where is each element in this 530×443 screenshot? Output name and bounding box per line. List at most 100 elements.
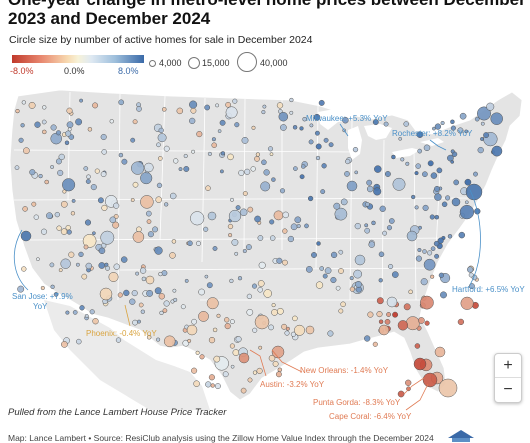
metro-circle[interactable] (273, 210, 284, 221)
metro-circle[interactable] (459, 204, 475, 220)
metro-circle[interactable] (232, 98, 238, 104)
metro-circle[interactable] (140, 195, 154, 209)
metro-circle[interactable] (140, 172, 153, 185)
metro-circle[interactable] (141, 276, 147, 282)
metro-circle[interactable] (282, 259, 288, 266)
metro-circle[interactable] (330, 276, 337, 284)
metro-circle[interactable] (450, 119, 455, 125)
metro-circle[interactable] (269, 235, 276, 241)
metro-circle[interactable] (140, 309, 145, 314)
metro-circle[interactable] (414, 343, 421, 349)
metro-circle[interactable] (420, 278, 428, 286)
metro-circle[interactable] (208, 374, 215, 381)
metro-circle[interactable] (234, 251, 239, 256)
metro-circle[interactable] (98, 247, 106, 255)
metro-circle[interactable] (434, 253, 440, 259)
metro-circle[interactable] (40, 228, 48, 235)
metro-circle[interactable] (64, 140, 70, 146)
metro-circle[interactable] (451, 197, 461, 207)
metro-circle[interactable] (433, 240, 440, 247)
metro-circle[interactable] (139, 267, 147, 274)
metro-circle[interactable] (84, 219, 92, 226)
metro-circle[interactable] (280, 124, 287, 131)
metro-circle[interactable] (157, 156, 163, 161)
metro-circle[interactable] (75, 262, 80, 267)
metro-circle[interactable] (354, 222, 361, 230)
metro-circle[interactable] (323, 137, 329, 143)
metro-circle[interactable] (216, 313, 221, 318)
metro-circle[interactable] (238, 169, 245, 176)
metro-circle[interactable] (147, 231, 154, 238)
metro-circle[interactable] (289, 97, 294, 103)
metro-circle[interactable] (305, 266, 313, 273)
metro-circle[interactable] (219, 119, 226, 126)
metro-circle[interactable] (299, 126, 304, 131)
metro-circle[interactable] (29, 169, 36, 176)
metro-circle[interactable] (423, 144, 431, 152)
metro-circle[interactable] (335, 285, 341, 291)
metro-circle[interactable] (109, 216, 117, 224)
metro-circle[interactable] (46, 212, 53, 220)
metro-circle[interactable] (294, 324, 305, 336)
metro-circle[interactable] (391, 271, 399, 278)
metro-circle[interactable] (459, 112, 467, 120)
metro-circle[interactable] (203, 226, 209, 232)
metro-circle[interactable] (324, 267, 332, 274)
metro-circle[interactable] (383, 121, 389, 127)
metro-circle[interactable] (268, 324, 274, 331)
metro-circle[interactable] (397, 320, 409, 331)
metro-circle[interactable] (214, 383, 221, 390)
metro-circle[interactable] (190, 211, 205, 226)
metro-circle[interactable] (86, 174, 91, 179)
metro-circle[interactable] (413, 357, 427, 371)
metro-circle[interactable] (263, 169, 270, 176)
metro-circle[interactable] (386, 296, 398, 308)
metro-circle[interactable] (65, 225, 71, 231)
metro-circle[interactable] (234, 122, 240, 128)
metro-circle[interactable] (490, 112, 503, 125)
metro-circle[interactable] (438, 272, 445, 278)
metro-circle[interactable] (261, 110, 266, 115)
metro-circle[interactable] (156, 142, 161, 148)
metro-circle[interactable] (355, 280, 362, 288)
metro-circle[interactable] (415, 163, 421, 169)
metro-circle[interactable] (277, 307, 284, 315)
metro-circle[interactable] (99, 287, 113, 301)
metro-circle[interactable] (272, 360, 279, 367)
metro-circle[interactable] (305, 325, 315, 335)
metro-circle[interactable] (211, 142, 217, 148)
metro-circle[interactable] (434, 193, 442, 201)
metro-circle[interactable] (53, 292, 59, 297)
metro-circle[interactable] (434, 214, 440, 220)
metro-circle[interactable] (424, 320, 430, 326)
metro-circle[interactable] (405, 379, 412, 386)
metro-circle[interactable] (311, 252, 317, 258)
metro-circle[interactable] (191, 318, 197, 325)
metro-circle[interactable] (340, 198, 348, 206)
metro-circle[interactable] (136, 226, 142, 233)
metro-circle[interactable] (87, 127, 93, 132)
metro-circle[interactable] (262, 104, 267, 109)
metro-circle[interactable] (131, 161, 145, 175)
metro-circle[interactable] (464, 129, 469, 134)
metro-circle[interactable] (81, 273, 88, 280)
metro-circle[interactable] (183, 166, 190, 172)
metro-circle[interactable] (252, 370, 258, 375)
metro-circle[interactable] (464, 178, 472, 186)
metro-circle[interactable] (90, 184, 97, 191)
metro-circle[interactable] (254, 156, 260, 162)
metro-circle[interactable] (246, 308, 254, 316)
metro-circle[interactable] (247, 377, 253, 383)
metro-circle[interactable] (242, 191, 248, 196)
metro-circle[interactable] (191, 149, 196, 154)
metro-circle[interactable] (384, 171, 391, 177)
metro-circle[interactable] (89, 309, 95, 315)
metro-circle[interactable] (441, 201, 448, 208)
metro-circle[interactable] (364, 227, 371, 234)
metro-circle[interactable] (319, 266, 325, 271)
metro-circle[interactable] (275, 371, 282, 378)
metro-circle[interactable] (464, 200, 469, 205)
metro-circle[interactable] (405, 316, 420, 331)
metro-circle[interactable] (155, 196, 162, 203)
metro-circle[interactable] (450, 125, 456, 131)
